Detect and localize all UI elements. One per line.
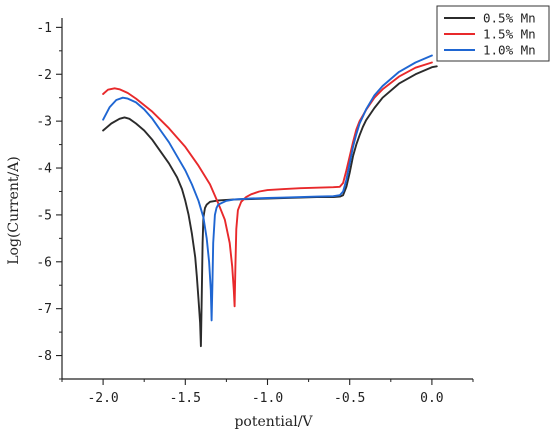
x-tick-label: -1.0: [252, 391, 283, 406]
legend-label: 1.0% Mn: [483, 43, 536, 58]
y-tick-label: -1: [36, 21, 52, 36]
x-tick-label: 0.0: [420, 391, 443, 406]
x-tick-label: -1.5: [170, 391, 201, 406]
y-tick-label: -2: [36, 68, 52, 83]
legend-label: 0.5% Mn: [483, 11, 536, 26]
series-line-2: [102, 61, 433, 308]
legend: 0.5% Mn1.5% Mn1.0% Mn: [436, 5, 550, 62]
legend-label: 1.5% Mn: [483, 27, 536, 42]
y-tick-label: -4: [36, 162, 52, 177]
x-axis-label: potential/V: [234, 414, 313, 430]
y-tick-label: -8: [36, 349, 52, 364]
axes: -2.0 -1.5 -1.0 -0.5 0.0 -1 -2 -3 -4 -5 -6 -7 -8: [36, 18, 474, 406]
y-tick-label: -5: [36, 208, 52, 223]
y-axis-label: Log(Current/A): [6, 156, 22, 264]
y-tick-label: -3: [36, 115, 52, 130]
y-tick-label: -7: [36, 302, 52, 317]
x-tick-label: -2.0: [87, 391, 118, 406]
series-layer: [102, 54, 438, 348]
x-tick-label: -0.5: [334, 391, 365, 406]
series-line-3: [102, 54, 433, 322]
y-tick-label: -6: [36, 255, 52, 270]
series-line-1: [102, 65, 438, 348]
